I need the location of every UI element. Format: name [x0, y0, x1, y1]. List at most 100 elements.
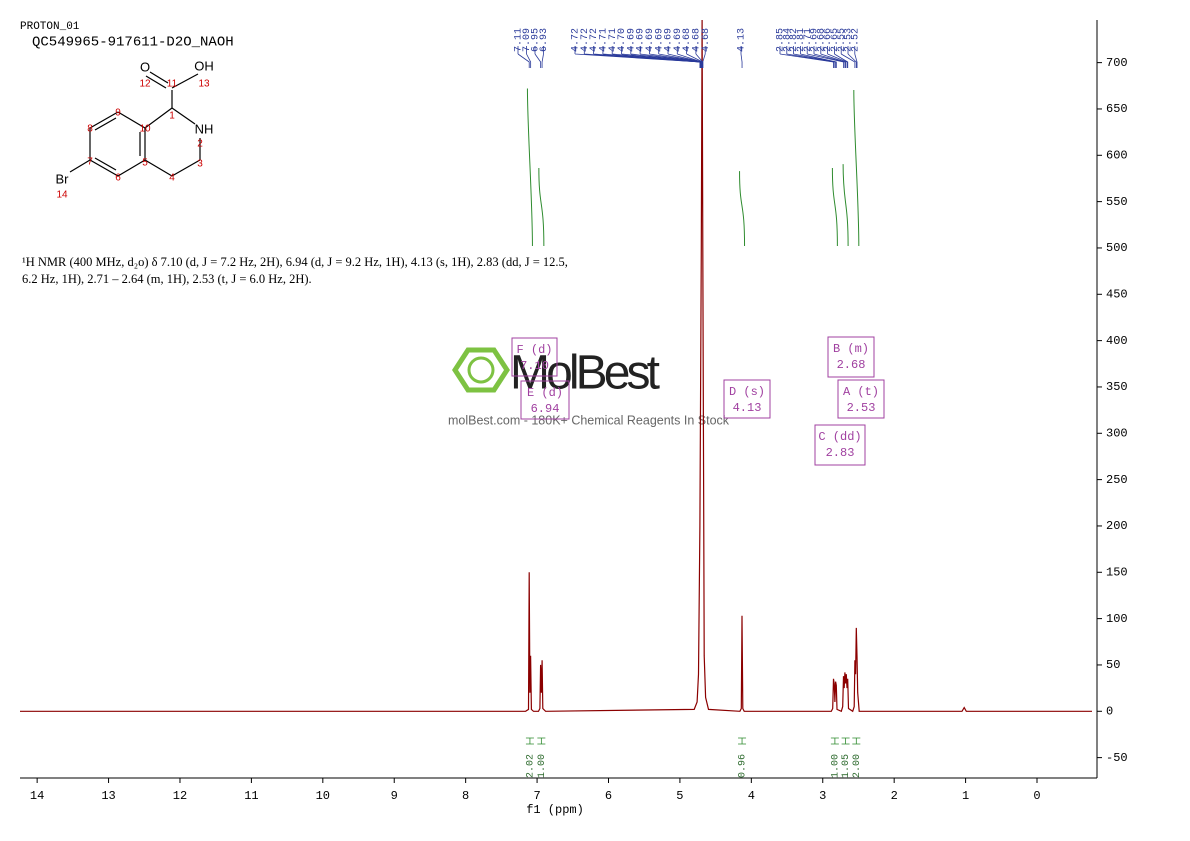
multiplet-shift: 6.94 — [531, 402, 560, 416]
x-tick-label: 14 — [30, 789, 44, 803]
peak-label: 4.68 — [692, 28, 703, 52]
peak-label: 4.69 — [673, 28, 684, 52]
atom-label: 8 — [87, 124, 93, 135]
y-tick-label: 650 — [1106, 102, 1128, 116]
x-tick-label: 1 — [962, 789, 969, 803]
atom-label: 9 — [115, 108, 121, 119]
integral-bracket — [537, 737, 546, 745]
watermark-tagline: molBest.com - 180K+ Chemical Reagents In… — [448, 413, 730, 427]
x-axis-label: f1 (ppm) — [526, 803, 584, 817]
x-tick-label: 2 — [891, 789, 898, 803]
integral-curve — [853, 89, 860, 247]
peak-label: 4.71 — [608, 28, 619, 52]
atom-label: 2 — [197, 139, 203, 150]
multiplet-label: E (d) — [527, 386, 563, 400]
y-tick-label: 100 — [1106, 612, 1128, 626]
atom-label: Br — [56, 171, 70, 186]
integral-curve — [538, 167, 545, 247]
spectrum-line — [20, 20, 1092, 713]
integral-label: 1.00 — [831, 754, 842, 778]
peak-label: 7.11 — [514, 28, 525, 52]
atom-label: 1 — [169, 111, 175, 122]
integral-bracket — [525, 737, 534, 745]
peak-connector — [800, 46, 837, 68]
peak-label: 4.69 — [626, 28, 637, 52]
peak-label: 6.95 — [531, 28, 542, 52]
y-tick-label: 250 — [1106, 473, 1128, 487]
integral-bracket — [830, 737, 839, 745]
y-tick-label: 700 — [1106, 56, 1128, 70]
y-tick-label: 450 — [1106, 287, 1128, 301]
atom-label: 3 — [197, 159, 203, 170]
multiplet-label: C (dd) — [818, 430, 861, 444]
multiplet-box — [837, 379, 885, 419]
peak-label: 2.52 — [850, 28, 861, 52]
peak-label: 4.72 — [580, 28, 591, 52]
peak-label: 2.68 — [816, 28, 827, 52]
peak-label: 4.72 — [571, 28, 582, 52]
x-tick-label: 5 — [676, 789, 683, 803]
peak-label: 4.69 — [654, 28, 665, 52]
x-tick-label: 3 — [819, 789, 826, 803]
integral-label: 1.05 — [841, 754, 852, 778]
x-tick-label: 7 — [533, 789, 540, 803]
peak-connector — [820, 46, 847, 68]
watermark-logo: MolBest — [510, 347, 660, 400]
peak-connector — [847, 46, 857, 68]
multiplet-shift: 2.53 — [847, 401, 876, 415]
integral-curve — [831, 167, 838, 247]
peak-label: 4.69 — [664, 28, 675, 52]
y-tick-label: 400 — [1106, 334, 1128, 348]
peak-label: 4.69 — [645, 28, 656, 52]
peak-connector — [834, 46, 849, 68]
peak-label: 2.82 — [789, 28, 800, 52]
atom-label: 7 — [87, 157, 93, 168]
integral-label: 1.00 — [537, 754, 548, 778]
multiplet-label: A (t) — [843, 385, 879, 399]
multiplet-box — [723, 379, 771, 419]
y-tick-label: 350 — [1106, 380, 1128, 394]
peak-label: 2.53 — [844, 28, 855, 52]
x-tick-label: 11 — [244, 789, 258, 803]
y-tick-label: 150 — [1106, 565, 1128, 579]
x-tick-label: 0 — [1033, 789, 1040, 803]
atom-label: 13 — [198, 79, 210, 90]
atom-label: OH — [194, 58, 214, 73]
peak-connector — [840, 46, 856, 68]
y-tick-label: -50 — [1106, 751, 1128, 765]
peak-connector — [541, 46, 544, 68]
peak-connector — [534, 46, 542, 68]
peak-connector — [740, 46, 743, 68]
watermark: MolBest molBest.com - 180K+ Chemical Rea… — [448, 347, 730, 428]
atom-label: 6 — [115, 173, 121, 184]
peak-label: 2.71 — [803, 28, 814, 52]
x-tick-label: 13 — [101, 789, 115, 803]
peak-label: 4.69 — [636, 28, 647, 52]
multiplet-shift: 2.83 — [826, 446, 855, 460]
y-tick-label: 0 — [1106, 704, 1113, 718]
multiplet-shift: 4.13 — [733, 401, 762, 415]
peak-label: 6.93 — [539, 28, 550, 52]
integral-curve — [526, 88, 533, 247]
integral-label: 0.96 — [738, 754, 749, 778]
peak-label: 2.81 — [796, 28, 807, 52]
peak-label: 2.84 — [782, 28, 793, 52]
x-tick-label: 10 — [316, 789, 330, 803]
atom-label: 14 — [56, 190, 68, 201]
peak-label: 2.65 — [830, 28, 841, 52]
peak-label: 4.70 — [617, 28, 628, 52]
peak-label: 2.55 — [837, 28, 848, 52]
atom-label: 11 — [167, 79, 178, 90]
integral-label: 2.02 — [526, 754, 537, 778]
multiplet-shift: 7.10 — [520, 359, 549, 373]
atom-label: 4 — [169, 173, 175, 184]
x-tick-label: 6 — [605, 789, 612, 803]
y-tick-label: 500 — [1106, 241, 1128, 255]
x-tick-label: 4 — [748, 789, 755, 803]
atom-label: 10 — [139, 124, 151, 135]
y-tick-label: 600 — [1106, 148, 1128, 162]
multiplet-label: F (d) — [516, 343, 552, 357]
peak-label: 4.72 — [589, 28, 600, 52]
y-tick-label: 550 — [1106, 195, 1128, 209]
integral-bracket — [738, 737, 747, 745]
